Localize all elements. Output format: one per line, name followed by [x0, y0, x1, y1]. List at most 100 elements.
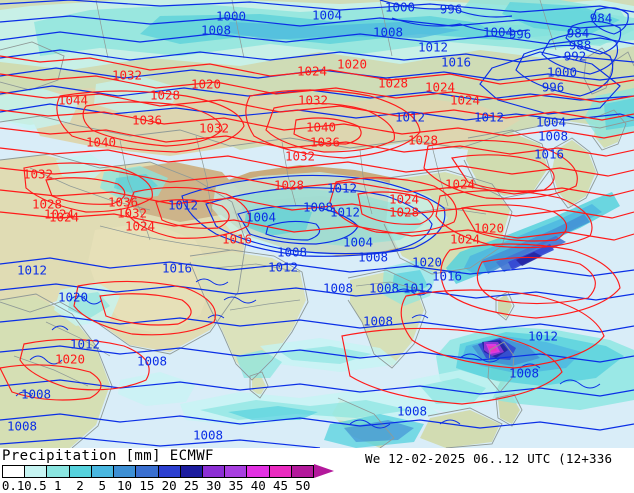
isobar-label-1020-63: 1020	[412, 255, 442, 270]
isobar-label-1044-20: 1044	[58, 93, 88, 108]
isobar-label-1032-13: 1032	[112, 68, 142, 83]
isobar-label-1012-70: 1012	[528, 329, 558, 344]
isobar-label-1016-17: 1016	[441, 55, 471, 70]
isobar-label-1020-15: 1020	[191, 77, 221, 92]
isobar-label-1012-42: 1012	[327, 181, 357, 196]
isobar-label-1012-68: 1012	[403, 281, 433, 296]
colorbar-tick-0.5: 0.5	[24, 478, 47, 493]
isobar-label-1008-67: 1008	[369, 281, 399, 296]
isobar-label-1008-75: 1008	[397, 404, 427, 419]
isobar-label-1008-66: 1008	[323, 281, 353, 296]
isobar-label-1024-23: 1024	[450, 93, 480, 108]
isobar-label-1004-56: 1004	[343, 235, 373, 250]
isobars-high	[0, 55, 634, 405]
isobar-label-1036-40: 1036	[108, 195, 138, 210]
colorbar-tick-1: 1	[53, 478, 62, 493]
isobar-label-1024-41: 1024	[49, 210, 79, 225]
isobar-label-1008-73: 1008	[509, 366, 539, 381]
chart-title: Precipitation [mm] ECMWF	[2, 448, 214, 464]
isobar-label-1008-76: 1008	[7, 419, 37, 434]
colorbar-swatch-25	[180, 466, 203, 477]
isobar-label-1040-31: 1040	[86, 135, 116, 150]
isobar-label-996-3: 996	[440, 2, 463, 17]
isobar-label-1028-39: 1028	[274, 178, 304, 193]
isobar-label-1008-55: 1008	[277, 245, 307, 260]
isobar-label-1024-47: 1024	[44, 207, 74, 222]
isobar-label-1036-26: 1036	[132, 113, 162, 128]
isobar-label-1020-16: 1020	[337, 57, 367, 72]
colorbar-tick-30: 30	[206, 478, 222, 493]
isobar-label-1008-35: 1008	[538, 129, 568, 144]
isobars-low	[0, 0, 634, 448]
isobar-label-1008-52: 1008	[303, 200, 333, 215]
isobar-label-1028-44: 1028	[389, 205, 419, 220]
isobar-label-1008-69: 1008	[363, 314, 393, 329]
isobar-label-1032-38: 1032	[23, 167, 53, 182]
isobar-label-1012-28: 1012	[395, 110, 425, 125]
isobar-label-1004-30: 1004	[536, 115, 566, 130]
isobar-label-996-6: 996	[509, 27, 532, 42]
isobar-label-1012-61: 1012	[17, 263, 47, 278]
isobar-label-1000-2: 1000	[385, 0, 415, 15]
colorbar-tick-25: 25	[183, 478, 199, 493]
isobar-label-1032-48: 1032	[117, 206, 147, 221]
map-canvas[interactable]: 1000 1004 1000 996 1004 984 996 988 992 984 1008 10…	[0, 0, 634, 448]
isobar-label-1024-49: 1024	[125, 219, 155, 234]
isobar-label-1008-12: 1008	[373, 25, 403, 40]
isobar-label-1008-10: 1008	[201, 23, 231, 38]
isobar-label-1036-32: 1036	[310, 135, 340, 150]
isobar-label-1024-43: 1024	[389, 192, 419, 207]
isobar-label-1024-45: 1024	[445, 177, 475, 192]
colorbar-swatches[interactable]	[2, 465, 314, 478]
colorbar-tick-20: 20	[161, 478, 177, 493]
isobar-label-1012-71: 1012	[70, 337, 100, 352]
colorbar-swatch-45	[269, 466, 292, 477]
colorbar-swatch-2	[69, 466, 92, 477]
precipitation-colorbar[interactable]: 0.1 0.5 1 2 5 10 15 20 25 30 35 40 45 50	[1, 464, 334, 493]
colorbar-tick-45: 45	[273, 478, 289, 493]
isobar-label-1028-34: 1028	[408, 133, 438, 148]
isobar-label-1000-25: 1000	[547, 65, 577, 80]
isobar-label-1016-37: 1016	[534, 147, 564, 162]
colorbar-tick-labels: 0.1 0.5 1 2 5 10 15 20 25 30 35 40 45 50	[1, 478, 334, 493]
colorbar-swatch-35	[225, 466, 248, 477]
isobar-label-1008-74: 1008	[21, 387, 51, 402]
colorbar-tick-2: 2	[76, 478, 84, 493]
isobar-label-1012-53: 1012	[330, 205, 360, 220]
chart-footer: Precipitation [mm] ECMWF We 12-02-2025 0…	[0, 448, 634, 493]
isobar-label-992-8: 992	[564, 49, 587, 64]
colorbar-tick-5: 5	[98, 478, 107, 493]
isobar-label-1012-58: 1012	[268, 260, 298, 275]
isobar-label-1020-65: 1020	[58, 290, 88, 305]
colorbar-overflow-arrow	[314, 464, 334, 478]
colorbar-swatch-10	[114, 466, 137, 477]
colorbar-tick-40: 40	[250, 478, 266, 493]
colorbar-swatch-0.1	[3, 466, 26, 477]
isobar-label-1040-27: 1040	[306, 120, 336, 135]
isobar-label-1020-72: 1020	[55, 352, 85, 367]
isobar-label-1028-21: 1028	[150, 88, 180, 103]
colorbar-swatch-5	[91, 466, 115, 477]
isobar-label-1016-62: 1016	[162, 261, 192, 276]
isobar-label-1028-46: 1028	[32, 197, 62, 212]
isobar-label-996-24: 996	[542, 80, 565, 95]
colorbar-swatch-50	[291, 466, 314, 477]
isobar-label-1032-33: 1032	[199, 121, 229, 136]
isobar-label-1008-77: 1008	[193, 428, 223, 443]
colorbar-tick-50: 50	[295, 478, 311, 493]
isobar-label-1004-1: 1004	[312, 8, 342, 23]
colorbar-tick-0.1: 0.1	[1, 478, 25, 493]
isobar-label-1024-59: 1024	[450, 232, 480, 247]
isobar-label-1032-36: 1032	[285, 149, 315, 164]
isobar-label-984-5: 984	[590, 11, 613, 26]
colorbar-swatch-20	[158, 466, 181, 477]
isobar-label-1012-50: 1012	[168, 198, 198, 213]
isobar-label-988-7: 988	[569, 38, 592, 53]
colorbar-swatch-1	[47, 466, 70, 477]
colorbar-tick-35: 35	[228, 478, 244, 493]
isobar-label-1004-4: 1004	[483, 25, 513, 40]
colorbar-swatch-0.5	[25, 466, 48, 477]
